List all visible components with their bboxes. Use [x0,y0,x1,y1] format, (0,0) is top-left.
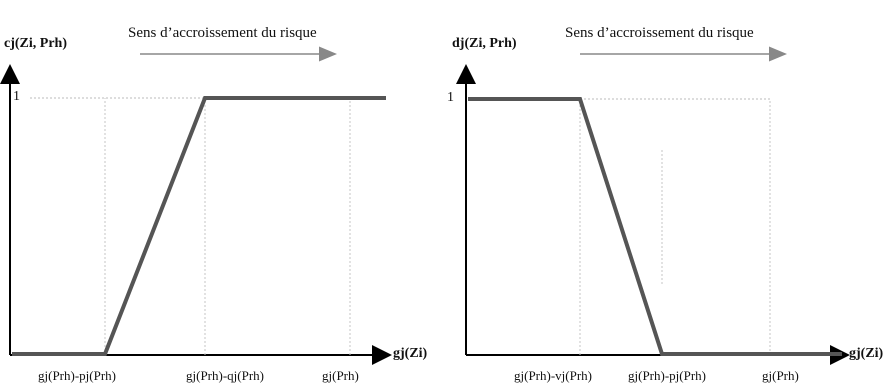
left-y-axis-label: cj(Zi, Prh) [4,36,67,51]
left-one-label: 1 [13,89,20,104]
left-arrow-text: Sens d’accroissement du risque [128,25,317,41]
right-x-axis-label: gj(Zi) [849,346,884,361]
right-y-axis-label: dj(Zi, Prh) [452,36,517,51]
right-tick-v: gj(Prh)-vj(Prh) [514,368,592,383]
right-tick-g: gj(Prh) [762,368,799,383]
right-one-label: 1 [447,90,454,105]
discordance-curve [468,97,842,356]
left-x-axis-label: gj(Zi) [393,346,428,361]
right-panel [456,46,850,365]
left-panel [0,46,392,365]
left-tick-q: gj(Prh)-qj(Prh) [186,368,264,383]
left-tick-p: gj(Prh)-pj(Prh) [38,368,116,383]
concordance-curve [12,96,386,356]
right-arrow-text: Sens d’accroissement du risque [565,25,754,41]
left-tick-g: gj(Prh) [322,368,359,383]
right-tick-p: gj(Prh)-pj(Prh) [628,368,706,383]
